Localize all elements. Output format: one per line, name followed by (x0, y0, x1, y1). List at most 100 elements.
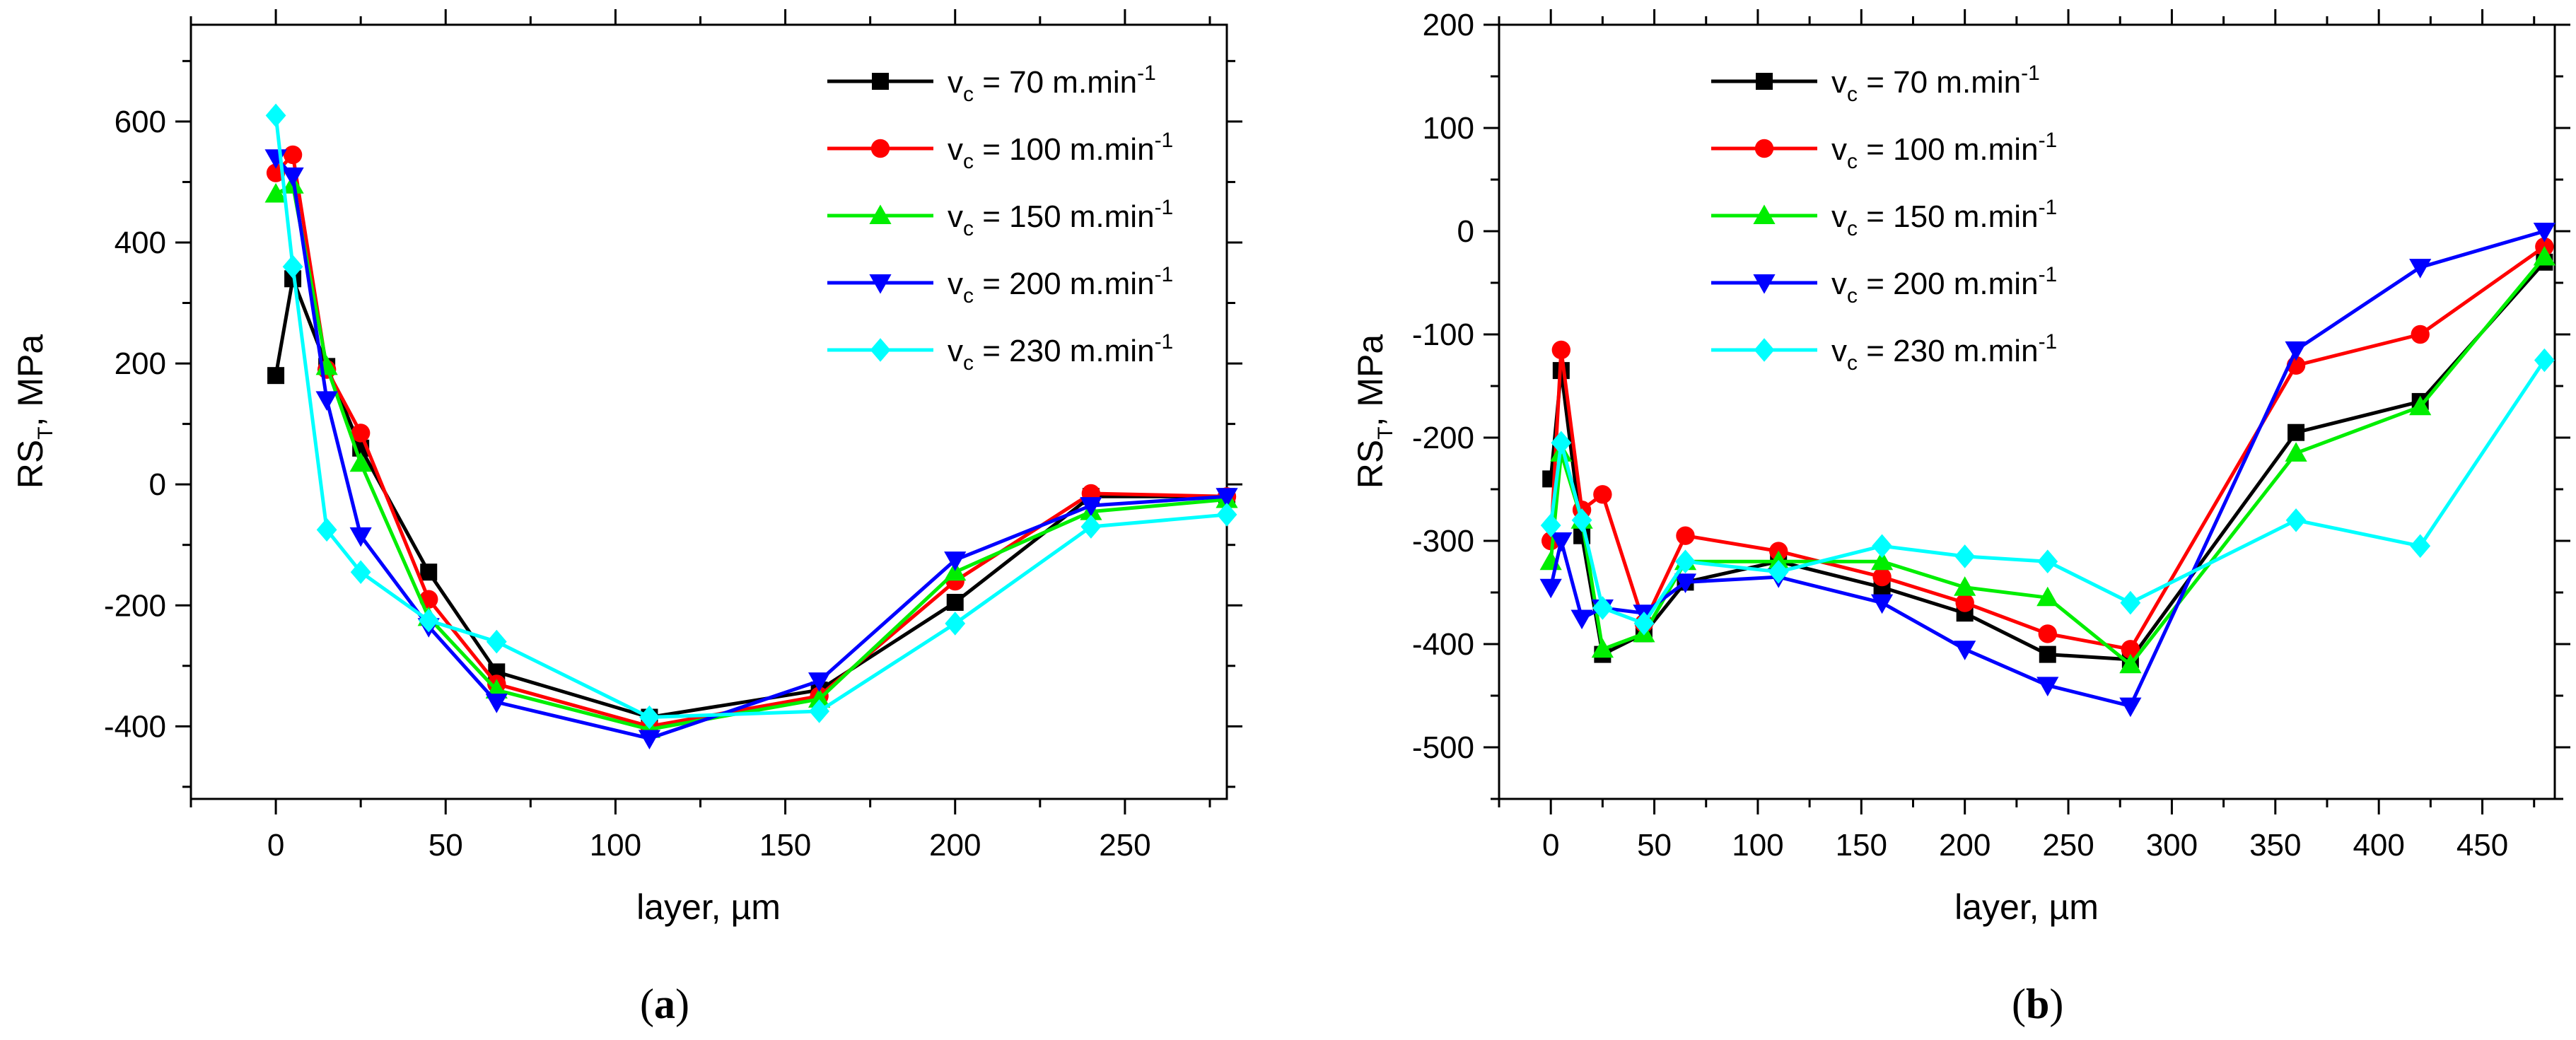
diamond-marker (2534, 348, 2555, 373)
legend-var: v (948, 267, 963, 301)
y-tick-label: 100 (1423, 111, 1474, 146)
diamond-marker (2120, 590, 2141, 615)
diamond-marker (1540, 513, 1561, 537)
y-axis-title: RST, MPa (11, 334, 57, 489)
circle-marker (351, 423, 371, 443)
legend-var: v (948, 65, 963, 100)
triangle-down-marker (1570, 609, 1593, 630)
diamond-marker (639, 705, 660, 730)
legend-sup: -1 (2039, 330, 2058, 354)
circle-marker (2121, 640, 2140, 659)
legend-var: v (1831, 65, 1847, 100)
y-tick-label: 400 (115, 226, 166, 260)
legend-label: = 150 m.min (1858, 199, 2039, 234)
x-tick-label: 400 (2353, 828, 2404, 863)
panel-label-open: ( (640, 981, 654, 1027)
legend-label: = 230 m.min (1858, 334, 2039, 368)
legend-label: = 230 m.min (974, 334, 1155, 368)
y-axis-title-tail: , MPa (1351, 334, 1390, 427)
circle-marker (1593, 485, 1612, 504)
series-4 (1540, 348, 2555, 636)
diamond-marker (2285, 508, 2307, 532)
diamond-marker (2410, 534, 2431, 559)
triangle-up-marker (2119, 653, 2142, 674)
triangle-down-marker (2533, 223, 2555, 243)
triangle-down-marker (281, 167, 304, 187)
legend-label: = 100 m.min (974, 132, 1155, 167)
legend-var: v (948, 199, 963, 234)
diamond-marker (870, 338, 891, 362)
legend-entry: vc = 150 m.min-1 (948, 196, 1173, 240)
y-axis-title-main: RS (1351, 440, 1390, 489)
x-tick-label: 250 (1099, 828, 1150, 863)
triangle-up-marker (1954, 576, 1976, 596)
legend-var: v (948, 334, 963, 368)
diamond-marker (350, 560, 371, 584)
triangle-down-marker (1954, 641, 1976, 660)
series-3 (264, 149, 1238, 750)
legend-var-sub: c (1847, 150, 1858, 173)
triangle-down-marker (349, 527, 372, 547)
diamond-marker (316, 518, 337, 542)
y-tick-label: 200 (1423, 8, 1474, 42)
y-axis-title-main: RS (11, 440, 50, 489)
triangle-down-marker (808, 672, 831, 692)
diamond-marker (282, 255, 303, 279)
triangle-down-marker (869, 274, 892, 294)
triangle-up-marker (349, 452, 372, 472)
plot-frame (190, 23, 1228, 800)
x-tick-label: 0 (267, 828, 284, 863)
legend-var: v (1831, 267, 1847, 301)
legend-var: v (1831, 199, 1847, 234)
triangle-down-marker (2036, 677, 2059, 696)
x-tick-label: 450 (2456, 828, 2508, 863)
triangle-up-marker (808, 688, 831, 708)
panel-label: (a) (640, 981, 689, 1027)
legend-var-sub: c (963, 150, 974, 173)
chart-panel-a: 0 50 100 150 200 250 -400 -200 0 200 400 600 layer, … (11, 9, 1242, 1027)
triangle-down-marker (2119, 697, 2142, 718)
triangle-down-marker (2285, 341, 2307, 361)
diamond-marker (1954, 544, 1976, 568)
diamond-marker (418, 608, 439, 633)
square-marker (946, 593, 964, 611)
triangle-down-marker (1753, 274, 1776, 294)
panel-label-open: ( (2012, 981, 2026, 1027)
x-axis-title: layer, µm (1954, 887, 2099, 927)
legend-var-sub: c (963, 217, 974, 240)
legend-label: = 150 m.min (974, 199, 1155, 234)
x-tick-label: 250 (2042, 828, 2094, 863)
series-line (274, 156, 1228, 740)
triangle-down-marker (1870, 594, 1894, 614)
triangle-down-marker (944, 551, 967, 571)
legend-entry: vc = 70 m.min-1 (1831, 62, 2040, 106)
legend-sup: -1 (2039, 196, 2058, 219)
y-tick-label: 200 (115, 346, 166, 381)
legend-var-sub: c (963, 351, 974, 375)
triangle-up-marker (264, 182, 287, 203)
legend-label: = 70 m.min (974, 65, 1137, 100)
legend-entry: vc = 230 m.min-1 (1831, 330, 2057, 375)
panel-label-close: ) (2049, 981, 2063, 1027)
triangle-up-marker (1591, 638, 1614, 658)
square-marker (1756, 73, 1773, 90)
triangle-down-marker (485, 694, 508, 713)
x-tick-label: 50 (429, 828, 463, 863)
triangle-down-marker (638, 730, 661, 750)
diamond-marker (1754, 338, 1775, 362)
circle-marker (1551, 340, 1571, 360)
triangle-down-marker (1216, 488, 1238, 508)
legend-entry: vc = 230 m.min-1 (948, 330, 1173, 375)
diamond-marker (486, 629, 507, 654)
y-axis-title-sub: T (34, 426, 57, 439)
x-tick-label: 50 (1637, 828, 1672, 863)
x-tick-label: 150 (759, 828, 811, 863)
legend-sup: -1 (1155, 330, 1174, 354)
series-line (1549, 261, 2546, 662)
circle-marker (2411, 325, 2430, 344)
triangle-down-marker (1539, 578, 1562, 599)
diamond-marker (265, 103, 286, 128)
panel-label-letter: b (2026, 981, 2049, 1027)
diamond-marker (1571, 508, 1592, 532)
series-line (274, 153, 1228, 728)
